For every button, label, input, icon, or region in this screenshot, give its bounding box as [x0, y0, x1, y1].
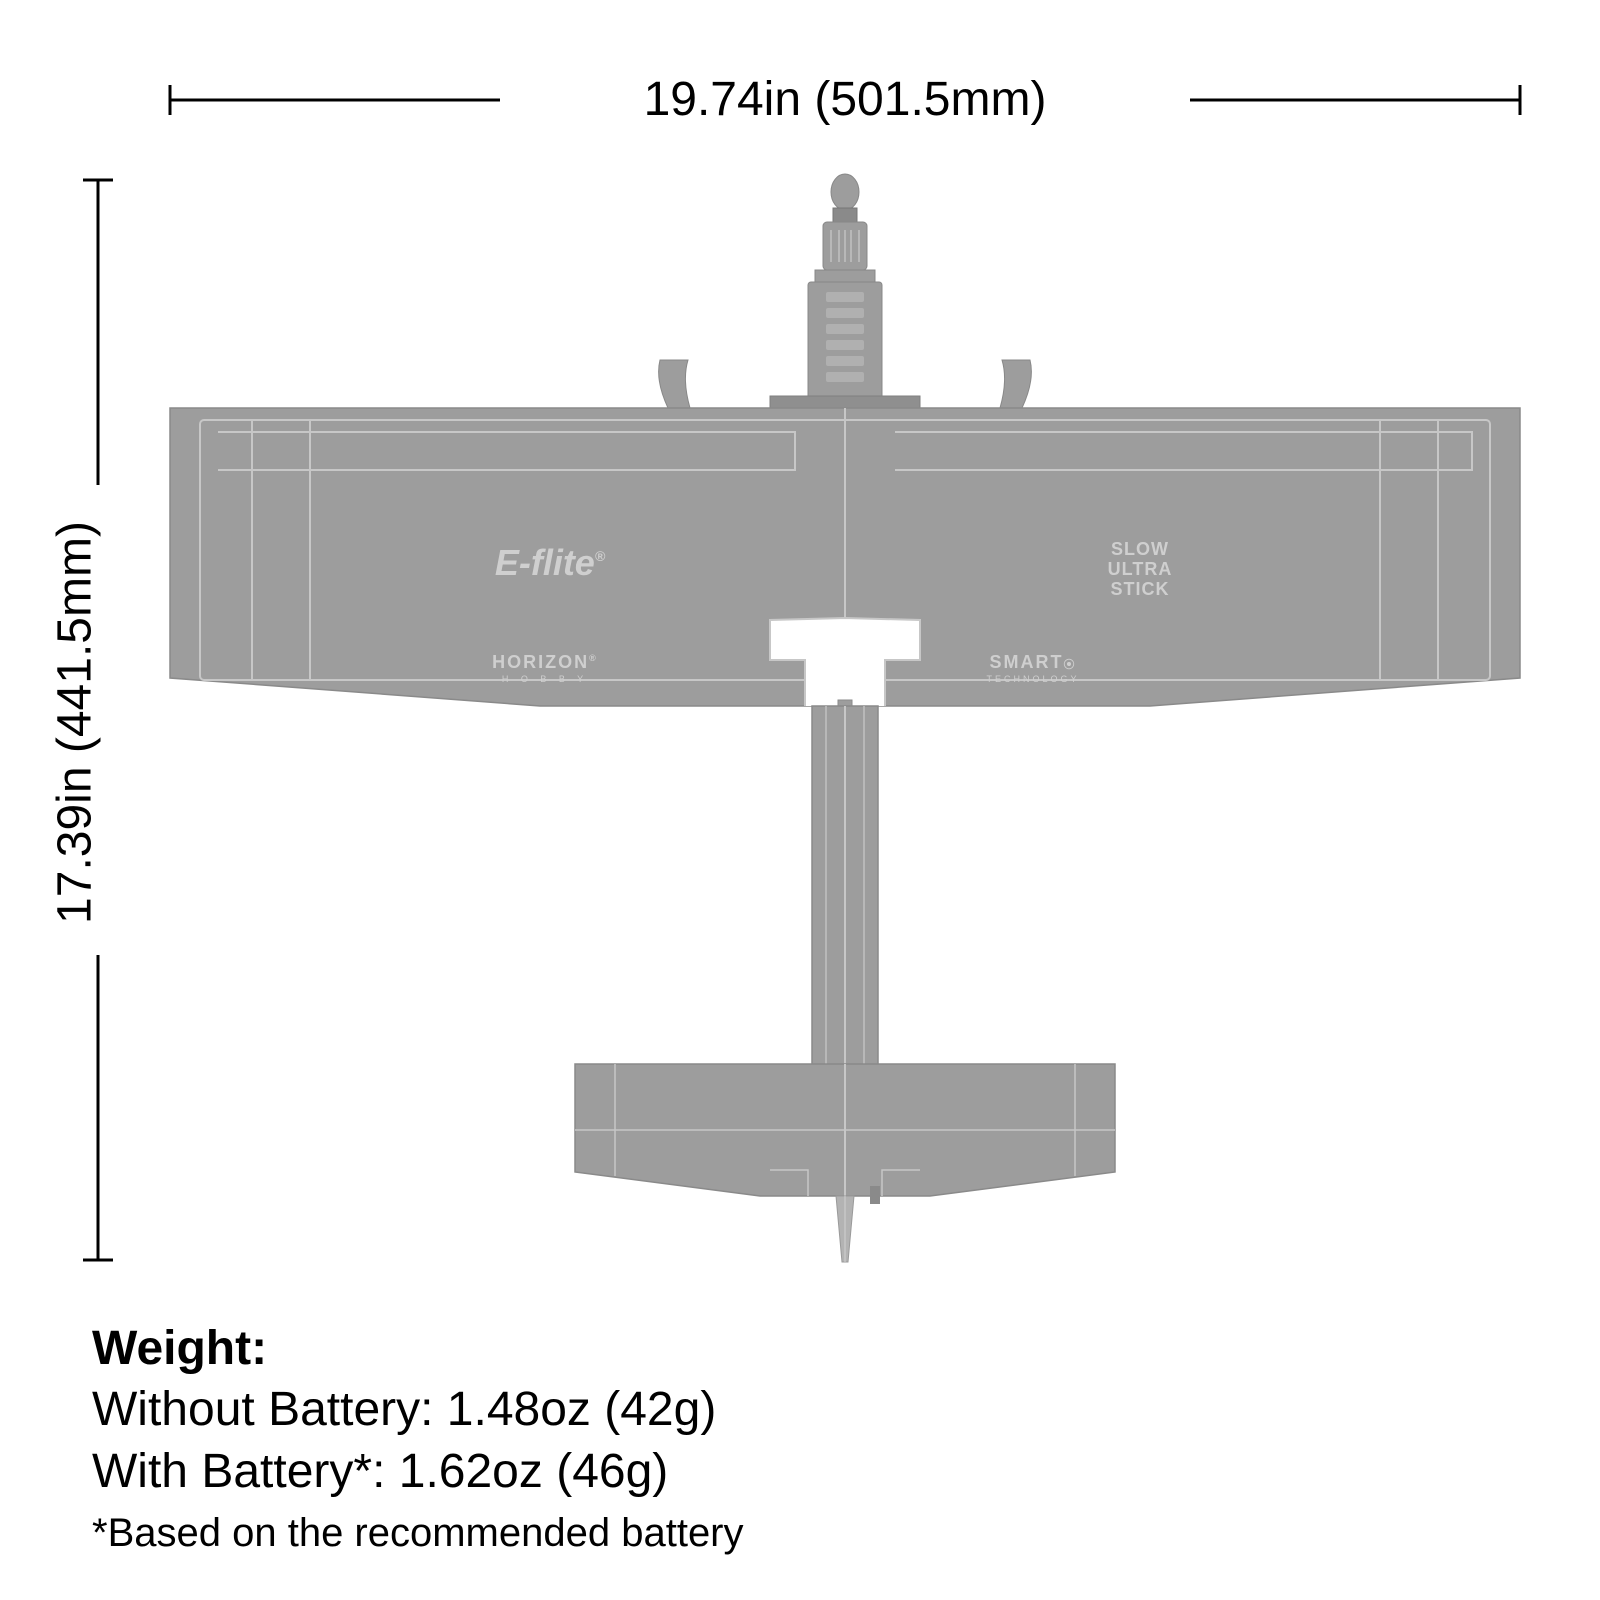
weight-footnote: *Based on the recommended battery: [92, 1508, 744, 1559]
weight-heading: Weight:: [92, 1318, 744, 1379]
logo-horizon: HORIZON® H O B B Y: [492, 652, 598, 684]
weight-with-battery: With Battery*: 1.62oz (46g): [92, 1441, 744, 1502]
aircraft-top-view: E-flite® SLOW ULTRA STICK HORIZON® H O B…: [0, 0, 1600, 1300]
logo-eflite: E-flite®: [495, 542, 606, 583]
logo-slow-ultra-stick: SLOW ULTRA STICK: [1108, 539, 1173, 599]
weight-block: Weight: Without Battery: 1.48oz (42g) Wi…: [92, 1318, 744, 1560]
wing: [170, 408, 1520, 716]
svg-text:H O B B Y: H O B B Y: [502, 674, 588, 684]
svg-text:ULTRA: ULTRA: [1108, 559, 1173, 579]
svg-text:STICK: STICK: [1111, 579, 1170, 599]
weight-without-battery: Without Battery: 1.48oz (42g): [92, 1379, 744, 1440]
nose-assembly: [808, 174, 882, 408]
spec-diagram: 19.74in (501.5mm) 17.39in (441.5mm): [0, 0, 1600, 1600]
fuselage-boom: [812, 706, 878, 1066]
tailplane: [575, 1064, 1115, 1204]
svg-text:TECHNOLOGY: TECHNOLOGY: [986, 674, 1079, 684]
vertical-fin: [836, 1196, 854, 1262]
svg-text:HORIZON®: HORIZON®: [492, 652, 598, 672]
svg-text:SMART⦿: SMART⦿: [990, 652, 1077, 672]
svg-text:SLOW: SLOW: [1111, 539, 1169, 559]
